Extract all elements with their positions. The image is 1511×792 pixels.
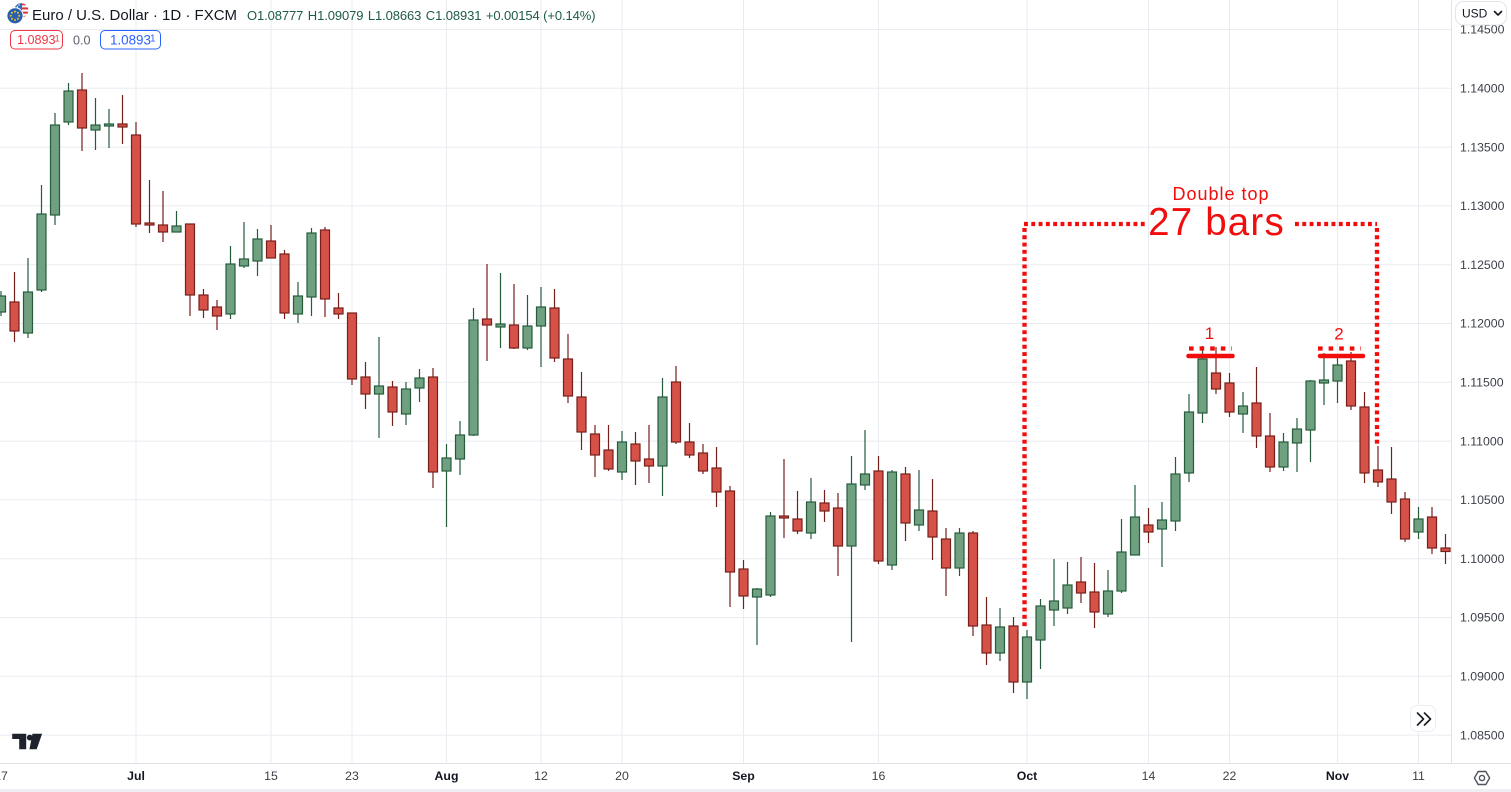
svg-text:15: 15 [264,769,278,783]
svg-text:1.08500: 1.08500 [1460,728,1505,742]
svg-text:1.13000: 1.13000 [1460,199,1505,213]
svg-text:22: 22 [1223,769,1237,783]
svg-text:16: 16 [872,769,886,783]
svg-text:Oct: Oct [1017,769,1038,783]
svg-text:1.10500: 1.10500 [1460,493,1505,507]
svg-text:1.11500: 1.11500 [1460,376,1504,390]
svg-text:1.13500: 1.13500 [1460,140,1505,154]
svg-text:Aug: Aug [435,769,459,783]
svg-text:1.12500: 1.12500 [1460,258,1505,272]
svg-text:1.14500: 1.14500 [1460,23,1505,37]
svg-text:Sep: Sep [732,769,755,783]
svg-text:1.10000: 1.10000 [1460,552,1505,566]
svg-text:1: 1 [55,34,60,45]
svg-text:1: 1 [150,34,156,45]
svg-text:1.09000: 1.09000 [1460,670,1505,684]
svg-text:14: 14 [1142,769,1156,783]
svg-text:12: 12 [534,769,548,783]
svg-text:1.09500: 1.09500 [1460,611,1505,625]
svg-text:1.0893: 1.0893 [110,33,151,48]
svg-text:17: 17 [0,769,8,783]
svg-text:Nov: Nov [1326,769,1349,783]
svg-text:1: 1 [1205,324,1214,343]
svg-text:2: 2 [1334,325,1343,344]
svg-text:20: 20 [615,769,629,783]
svg-text:O1.08777 H1.09079 L1.08663: O1.08777 H1.09079 L1.08663 C1.08931 +0.0… [247,8,595,23]
svg-text:USD: USD [1462,7,1488,21]
svg-text:Jul: Jul [127,769,145,783]
svg-text:27 bars: 27 bars [1148,201,1285,244]
svg-text:1.11000: 1.11000 [1460,434,1504,448]
svg-text:1.14000: 1.14000 [1460,82,1505,96]
svg-text:1.12000: 1.12000 [1460,317,1505,331]
svg-text:11: 11 [1412,769,1425,783]
svg-text:Euro / U.S. Dollar · 1D · FXCM: Euro / U.S. Dollar · 1D · FXCM [32,7,237,24]
svg-text:23: 23 [345,769,359,783]
svg-text:1.0893: 1.0893 [17,33,56,47]
svg-text:Double top: Double top [1172,184,1269,204]
svg-text:0.0: 0.0 [73,34,91,48]
